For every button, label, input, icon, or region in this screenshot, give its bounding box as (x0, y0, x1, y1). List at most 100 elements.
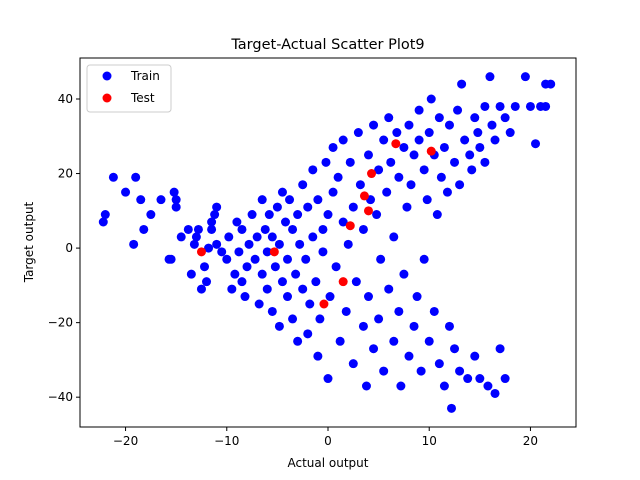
train-point (283, 292, 292, 301)
train-point (342, 307, 351, 316)
test-point (360, 191, 369, 200)
train-point (278, 277, 287, 286)
legend-marker-train (103, 72, 112, 81)
train-point (167, 255, 176, 264)
train-point (275, 322, 284, 331)
train-point (521, 72, 530, 81)
train-point (372, 210, 381, 219)
train-point (427, 95, 436, 104)
train-point (131, 173, 140, 182)
train-point (156, 195, 165, 204)
train-point (457, 80, 466, 89)
train-point (447, 404, 456, 413)
train-point (359, 225, 368, 234)
train-point (445, 121, 454, 130)
train-point (349, 203, 358, 212)
train-point (261, 225, 270, 234)
train-point (402, 203, 411, 212)
train-point (291, 270, 300, 279)
test-point (364, 206, 373, 215)
train-point (463, 374, 472, 383)
train-point (197, 285, 206, 294)
train-point (364, 150, 373, 159)
train-point (285, 195, 294, 204)
train-point (258, 195, 267, 204)
train-point (101, 210, 110, 219)
train-point (212, 203, 221, 212)
y-tick-label: 40 (58, 92, 73, 106)
train-point (177, 232, 186, 241)
train-point (187, 270, 196, 279)
train-point (251, 255, 260, 264)
train-point (423, 195, 432, 204)
train-point (389, 337, 398, 346)
train-point (308, 165, 317, 174)
test-point (427, 147, 436, 156)
train-point (389, 232, 398, 241)
train-point (139, 225, 148, 234)
legend-label-test: Test (130, 91, 155, 105)
train-point (491, 136, 500, 145)
train-point (336, 337, 345, 346)
train-point (326, 292, 335, 301)
train-point (455, 180, 464, 189)
train-point (359, 322, 368, 331)
train-point (129, 240, 138, 249)
x-tick-label: 0 (324, 434, 332, 448)
train-point (298, 180, 307, 189)
train-point (184, 225, 193, 234)
train-point (146, 210, 155, 219)
train-point (415, 106, 424, 115)
train-point (332, 262, 341, 271)
x-tick-label: −10 (214, 434, 239, 448)
train-point (222, 255, 231, 264)
train-point (313, 195, 322, 204)
train-point (232, 218, 241, 227)
train-point (410, 322, 419, 331)
train-point (407, 180, 416, 189)
y-axis-label: Target output (22, 201, 36, 283)
train-point (440, 382, 449, 391)
train-point (425, 337, 434, 346)
train-point (227, 285, 236, 294)
train-point (440, 143, 449, 152)
train-point (303, 203, 312, 212)
train-point (496, 102, 505, 111)
train-point (453, 106, 462, 115)
train-point (315, 314, 324, 323)
train-point (202, 277, 211, 286)
train-point (329, 143, 338, 152)
train-point (496, 344, 505, 353)
train-point (404, 121, 413, 130)
test-point (319, 300, 328, 309)
train-point (487, 121, 496, 130)
train-point (485, 72, 494, 81)
train-point (313, 352, 322, 361)
train-point (275, 240, 284, 249)
train-point (475, 374, 484, 383)
train-point (546, 80, 555, 89)
train-point (382, 188, 391, 197)
train-point (420, 165, 429, 174)
train-point (531, 139, 540, 148)
train-point (460, 136, 469, 145)
y-tick-label: −40 (48, 390, 73, 404)
train-point (364, 292, 373, 301)
train-point (237, 277, 246, 286)
train-point (344, 240, 353, 249)
train-point (240, 292, 249, 301)
x-tick-label: 10 (422, 434, 437, 448)
train-point (268, 232, 277, 241)
train-point (109, 173, 118, 182)
train-point (369, 344, 378, 353)
train-point (288, 314, 297, 323)
x-tick-label: −20 (113, 434, 138, 448)
train-point (420, 255, 429, 264)
train-point (273, 203, 282, 212)
train-point (136, 195, 145, 204)
legend-marker-test (103, 94, 112, 103)
train-point (234, 247, 243, 256)
train-point (404, 352, 413, 361)
train-point (298, 285, 307, 294)
train-point (339, 136, 348, 145)
